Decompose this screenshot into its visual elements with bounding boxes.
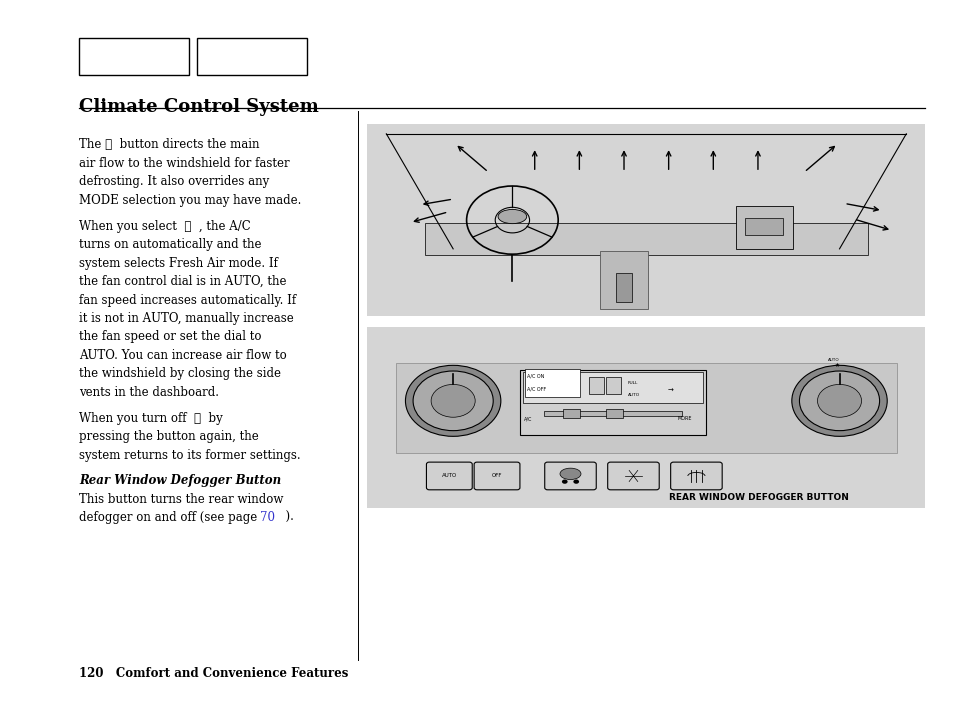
Text: system selects Fresh Air mode. If: system selects Fresh Air mode. If <box>79 256 277 270</box>
Text: ).: ). <box>277 511 294 525</box>
Circle shape <box>431 384 475 417</box>
Text: the fan control dial is in AUTO, the: the fan control dial is in AUTO, the <box>79 275 287 288</box>
Bar <box>395 363 896 454</box>
Ellipse shape <box>497 209 526 224</box>
Text: the windshield by closing the side: the windshield by closing the side <box>79 367 281 381</box>
Bar <box>735 206 792 248</box>
Text: vents in the dashboard.: vents in the dashboard. <box>79 386 219 399</box>
Bar <box>197 38 307 75</box>
Text: 120   Comfort and Convenience Features: 120 Comfort and Convenience Features <box>79 667 348 680</box>
Text: FULL: FULL <box>627 381 638 385</box>
Bar <box>519 369 705 435</box>
Bar <box>744 218 782 236</box>
Circle shape <box>799 371 879 431</box>
Text: MODE selection you may have made.: MODE selection you may have made. <box>79 194 301 207</box>
Ellipse shape <box>561 479 567 484</box>
Circle shape <box>413 371 493 431</box>
Text: AUTO: AUTO <box>627 393 639 397</box>
Text: the fan speed or set the dial to: the fan speed or set the dial to <box>79 330 261 344</box>
Text: When you select  ⓕ  , the A/C: When you select ⓕ , the A/C <box>79 219 251 233</box>
Text: REAR WINDOW DEFOGGER BUTTON: REAR WINDOW DEFOGGER BUTTON <box>668 493 847 502</box>
Bar <box>605 410 622 418</box>
Text: 70: 70 <box>260 511 275 525</box>
Text: This button turns the rear window: This button turns the rear window <box>79 493 283 506</box>
Text: When you turn off  ⓕ  by: When you turn off ⓕ by <box>79 412 223 425</box>
Text: →: → <box>667 388 673 393</box>
Text: it is not in AUTO, manually increase: it is not in AUTO, manually increase <box>79 312 294 325</box>
Text: defogger on and off (see page: defogger on and off (see page <box>79 511 265 525</box>
Bar <box>367 327 924 508</box>
Circle shape <box>405 366 500 437</box>
Bar <box>599 251 647 309</box>
Bar <box>524 368 579 397</box>
Text: OFF: OFF <box>491 474 502 479</box>
Text: A/C ON: A/C ON <box>526 373 543 378</box>
Text: pressing the button again, the: pressing the button again, the <box>79 430 258 443</box>
FancyBboxPatch shape <box>544 462 596 490</box>
Text: Rear Window Defogger Button: Rear Window Defogger Button <box>79 474 281 488</box>
Bar <box>588 377 603 394</box>
Text: air flow to the windshield for faster: air flow to the windshield for faster <box>79 157 290 170</box>
Circle shape <box>817 384 861 417</box>
Text: turns on automatically and the: turns on automatically and the <box>79 238 261 251</box>
FancyBboxPatch shape <box>670 462 721 490</box>
Bar <box>543 411 681 417</box>
Bar <box>424 223 867 255</box>
Bar <box>605 377 620 394</box>
Bar <box>616 273 631 302</box>
Text: ★: ★ <box>834 363 839 368</box>
Bar <box>367 124 924 316</box>
Text: MORE: MORE <box>677 416 691 421</box>
Text: A/C OFF: A/C OFF <box>526 386 545 391</box>
Text: AUTO. You can increase air flow to: AUTO. You can increase air flow to <box>79 349 287 362</box>
FancyBboxPatch shape <box>607 462 659 490</box>
Bar <box>79 38 189 75</box>
Ellipse shape <box>573 479 578 484</box>
Text: A/C: A/C <box>523 416 532 421</box>
FancyBboxPatch shape <box>426 462 472 490</box>
Text: fan speed increases automatically. If: fan speed increases automatically. If <box>79 293 296 307</box>
FancyBboxPatch shape <box>474 462 519 490</box>
Text: AUTO: AUTO <box>441 474 456 479</box>
Bar <box>562 410 579 418</box>
Text: system returns to its former settings.: system returns to its former settings. <box>79 449 300 462</box>
Text: AUTO: AUTO <box>827 358 839 362</box>
Circle shape <box>791 366 886 437</box>
Text: The ⓕ  button directs the main: The ⓕ button directs the main <box>79 138 259 151</box>
Bar <box>522 371 702 403</box>
Text: Climate Control System: Climate Control System <box>79 98 318 116</box>
Text: defrosting. It also overrides any: defrosting. It also overrides any <box>79 175 269 188</box>
Ellipse shape <box>559 468 580 479</box>
